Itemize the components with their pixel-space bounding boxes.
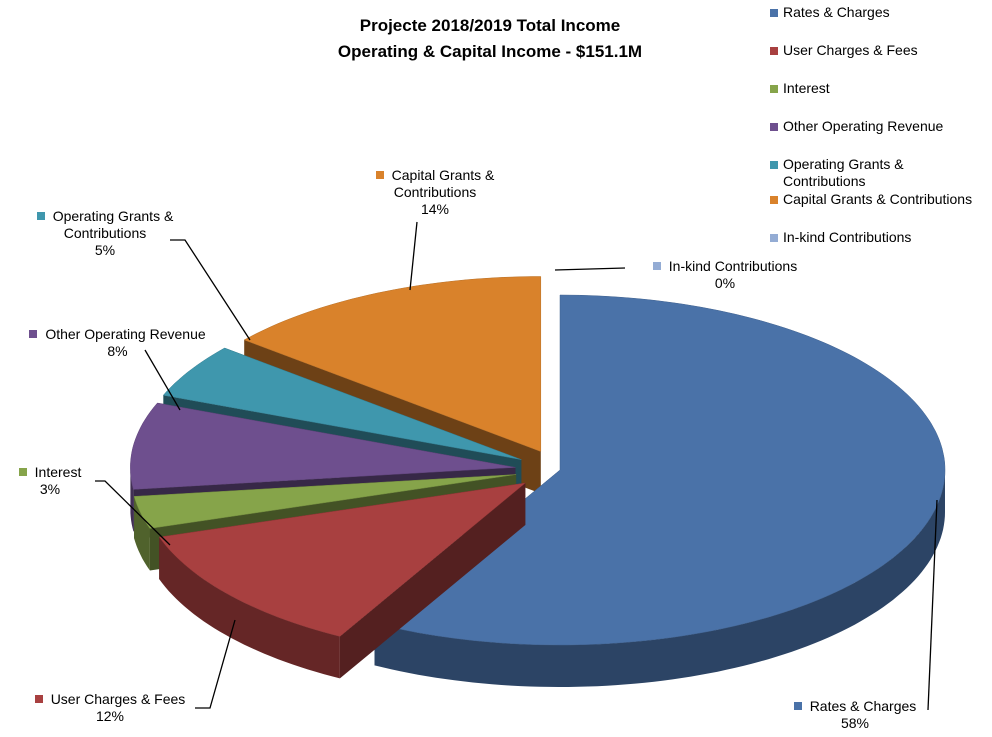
value-label: 0% <box>714 275 736 291</box>
slice-side <box>374 470 945 687</box>
legend-entry: In-kind Contributions <box>770 229 980 246</box>
legend-entry: Capital Grants & Contributions <box>770 191 980 208</box>
legend-swatch <box>770 123 778 131</box>
category-label: Interest <box>34 464 82 480</box>
chart-subtitle: Operating & Capital Income - $151.1M <box>337 42 643 61</box>
slice-top <box>133 474 517 529</box>
data-label: Capital Grants & Contributions 14% <box>340 167 530 218</box>
legend-entry: Interest <box>770 80 980 97</box>
leader-line <box>927 499 938 711</box>
label-swatch <box>29 330 38 338</box>
slice-side <box>130 467 134 532</box>
value-label: 8% <box>107 343 128 359</box>
data-label: In-kind Contributions 0% <box>630 258 820 292</box>
leader-line <box>170 239 251 341</box>
value-label: 3% <box>39 481 61 497</box>
legend-label: Rates & Charges <box>783 4 890 20</box>
legend-swatch <box>770 161 778 169</box>
label-swatch <box>18 468 27 476</box>
legend-label: Interest <box>783 80 830 96</box>
legend-label: Capital Grants & Contributions <box>783 191 973 207</box>
legend-entry: Other Operating Revenue <box>770 118 980 135</box>
legend-label: User Charges & Fees <box>783 42 918 58</box>
data-label: Interest 3% <box>10 464 90 498</box>
data-label: Rates & Charges 58% <box>770 698 940 732</box>
slice-top <box>373 294 946 646</box>
slice-top <box>130 402 516 490</box>
category-label: Rates & Charges <box>809 698 917 714</box>
category-label: Other Operating Revenue <box>45 326 206 342</box>
legend-entry: User Charges & Fees <box>770 42 980 59</box>
legend-entry: Rates & Charges <box>770 4 980 21</box>
legend-swatch <box>770 196 778 204</box>
slice-top <box>158 482 527 637</box>
slice-side <box>134 496 150 571</box>
slice-top <box>243 276 542 452</box>
chart-title: Projecte 2018/2019 Total Income <box>359 16 621 35</box>
label-swatch <box>652 262 661 270</box>
leader-line <box>409 221 418 291</box>
label-swatch <box>793 702 802 710</box>
slice-wall <box>134 474 517 539</box>
legend-label: In-kind Contributions <box>783 229 912 245</box>
legend-swatch <box>770 234 778 242</box>
data-label: Operating Grants & Contributions 5% <box>20 208 190 259</box>
data-label: User Charges & Fees 12% <box>20 691 200 725</box>
slice <box>158 482 527 679</box>
legend-entry: Operating Grants & Contributions <box>770 156 980 190</box>
legend-label: Other Operating Revenue <box>783 118 944 134</box>
value-label: 5% <box>94 242 116 258</box>
value-label: 14% <box>420 201 450 217</box>
legend-swatch <box>770 47 778 55</box>
leader-line <box>195 619 236 709</box>
category-label: Operating Grants & Contributions <box>52 208 174 241</box>
label-swatch <box>36 212 45 220</box>
label-swatch <box>34 695 43 703</box>
leader-line <box>95 480 171 546</box>
value-label: 58% <box>840 715 870 731</box>
category-label: Capital Grants & Contributions <box>391 167 495 200</box>
leader-line <box>554 267 626 271</box>
legend-label: Operating Grants & Contributions <box>783 156 904 189</box>
category-label: User Charges & Fees <box>50 691 186 707</box>
value-label: 12% <box>95 708 125 724</box>
pie <box>130 276 946 687</box>
category-label: In-kind Contributions <box>668 258 798 274</box>
legend-swatch <box>770 9 778 17</box>
slice-side <box>159 537 340 679</box>
slice-wall <box>339 483 526 679</box>
leader-line <box>144 349 181 411</box>
legend-swatch <box>770 85 778 93</box>
data-label: Other Operating Revenue 8% <box>10 326 225 360</box>
label-swatch <box>375 171 384 179</box>
